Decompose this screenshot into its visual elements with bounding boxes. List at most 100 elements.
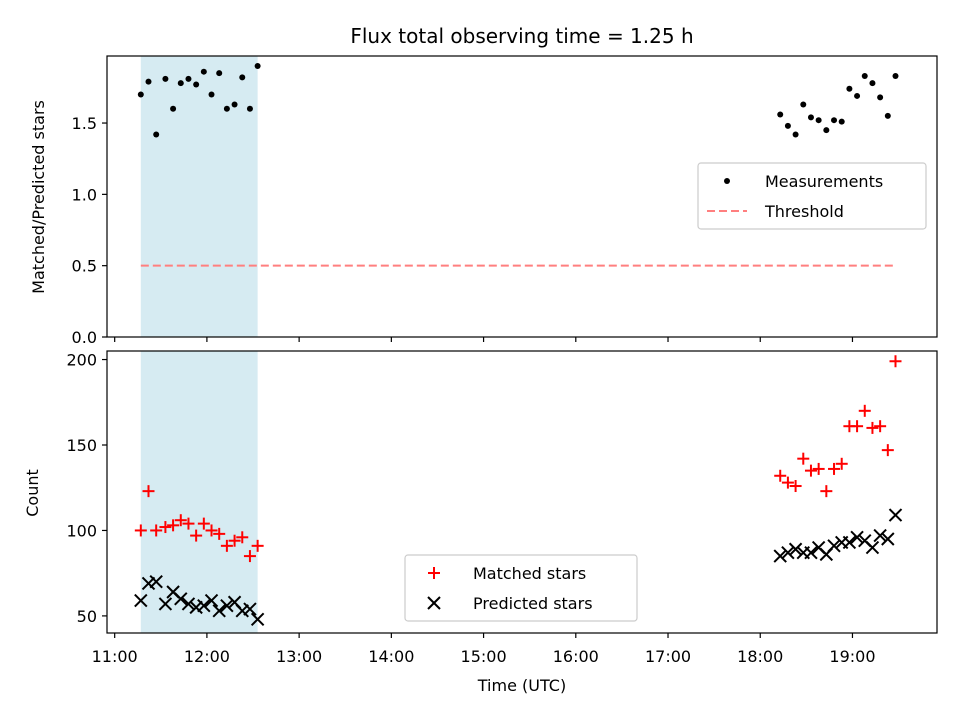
legend-measurements-label: Measurements bbox=[765, 172, 883, 191]
predicted-star-point bbox=[773, 549, 787, 563]
bottom-y-tick-label: 150 bbox=[66, 436, 97, 455]
matched-star-point bbox=[243, 550, 256, 563]
predicted-star-point bbox=[865, 540, 880, 555]
measurement-point bbox=[877, 94, 884, 101]
measurement-point bbox=[784, 122, 791, 129]
x-tick-label: 11:00 bbox=[92, 647, 138, 666]
predicted-star-point bbox=[888, 508, 903, 522]
measurement-point bbox=[162, 75, 169, 82]
bottom-y-tick-label: 200 bbox=[66, 351, 97, 370]
measurement-point bbox=[239, 74, 246, 81]
top-y-axis-label: Matched/Predicted stars bbox=[29, 100, 48, 294]
measurement-point bbox=[838, 118, 845, 125]
matched-star-point bbox=[142, 485, 155, 498]
measurement-point bbox=[223, 105, 230, 112]
predicted-star-point bbox=[212, 604, 226, 618]
measurement-point bbox=[177, 80, 184, 87]
measurement-point bbox=[831, 117, 838, 124]
top-legend-box bbox=[697, 162, 927, 230]
predicted-star-point bbox=[250, 612, 265, 627]
matched-star-point bbox=[220, 539, 233, 552]
matched-star-point bbox=[889, 355, 902, 368]
top-y-tick-label: 0.0 bbox=[72, 328, 97, 347]
x-tick-label: 13:00 bbox=[276, 647, 322, 666]
legend-matched-marker bbox=[428, 567, 440, 579]
predicted-star-point bbox=[788, 542, 803, 556]
predicted-star-point bbox=[243, 602, 257, 616]
matched-star-point bbox=[804, 464, 817, 477]
bottom-legend-box bbox=[404, 554, 638, 622]
x-tick-label: 15:00 bbox=[461, 647, 507, 666]
measurement-point bbox=[153, 131, 160, 138]
measurement-point bbox=[777, 111, 784, 118]
matched-star-point bbox=[781, 476, 794, 489]
measurement-point bbox=[846, 85, 853, 92]
matched-star-point bbox=[851, 420, 864, 433]
measurement-point bbox=[208, 91, 215, 98]
x-tick-label: 16:00 bbox=[553, 647, 599, 666]
predicted-star-point bbox=[197, 598, 211, 613]
matched-star-point bbox=[797, 452, 810, 465]
measurement-point bbox=[193, 81, 200, 88]
top-highlight-span bbox=[140, 56, 258, 337]
matched-star-point bbox=[866, 421, 879, 434]
measurement-point bbox=[216, 70, 223, 77]
top-panel: 0.0 0.5 1.0 1.5 Matched/Predicted stars Mea… bbox=[29, 55, 938, 347]
legend-predicted-marker bbox=[427, 596, 441, 610]
predicted-star-point bbox=[850, 530, 864, 544]
measurement-point bbox=[807, 114, 814, 121]
bottom-plot-frame bbox=[106, 350, 938, 634]
matched-star-point bbox=[213, 527, 226, 540]
x-axis-label: Time (UTC) bbox=[477, 676, 566, 695]
measurement-point bbox=[869, 80, 876, 87]
matched-star-point bbox=[251, 539, 264, 552]
predicted-star-point bbox=[181, 597, 196, 611]
x-tick-label: 12:00 bbox=[184, 647, 230, 666]
x-tick-label: 14:00 bbox=[368, 647, 414, 666]
legend-matched-label: Matched stars bbox=[473, 564, 586, 583]
matched-star-point bbox=[150, 524, 163, 537]
top-y-tick-label: 0.5 bbox=[72, 257, 97, 276]
matched-star-point bbox=[828, 462, 841, 475]
matched-star-point bbox=[190, 529, 203, 542]
predicted-star-point bbox=[827, 539, 841, 553]
predicted-star-point bbox=[781, 545, 795, 560]
measurement-point bbox=[231, 101, 238, 108]
measurement-point bbox=[254, 62, 261, 69]
matched-star-point bbox=[858, 404, 871, 417]
matched-star-point bbox=[874, 420, 887, 433]
measurement-point bbox=[861, 72, 868, 79]
legend-threshold-label: Threshold bbox=[764, 202, 844, 221]
matched-star-point bbox=[205, 524, 218, 537]
matched-star-point bbox=[167, 519, 180, 532]
predicted-star-point bbox=[149, 575, 163, 589]
top-y-tick-label: 1.0 bbox=[72, 185, 97, 204]
measurement-point bbox=[185, 75, 192, 82]
measurement-point bbox=[800, 101, 807, 108]
legend-measurements-marker bbox=[724, 178, 730, 184]
legend-predicted-label: Predicted stars bbox=[473, 594, 593, 613]
matched-star-point bbox=[159, 521, 172, 534]
predicted-star-point bbox=[873, 528, 887, 543]
measurement-point bbox=[145, 78, 152, 85]
predicted-star-point bbox=[842, 535, 857, 550]
matched-star-point bbox=[228, 534, 241, 547]
measurement-point bbox=[246, 105, 253, 112]
top-plot-frame bbox=[106, 55, 938, 338]
measurement-point bbox=[137, 91, 144, 98]
matched-star-point bbox=[820, 485, 833, 498]
matched-star-point bbox=[835, 457, 848, 470]
bottom-legend: Matched stars Predicted stars bbox=[404, 554, 638, 622]
predicted-star-point bbox=[804, 545, 818, 560]
measurement-point bbox=[792, 131, 799, 138]
matched-star-point bbox=[134, 524, 147, 537]
matched-star-point bbox=[789, 480, 802, 493]
matched-star-point bbox=[774, 469, 787, 482]
x-tick-label: 19:00 bbox=[829, 647, 875, 666]
predicted-star-point bbox=[174, 592, 188, 606]
matched-star-point bbox=[812, 462, 825, 475]
chart-title: Flux total observing time = 1.25 h bbox=[350, 24, 693, 48]
bottom-highlight-span bbox=[140, 351, 258, 633]
bottom-panel: 50 100 150 200 11:00 12:00 13:00 14:00 15:00 16:… bbox=[23, 350, 938, 695]
